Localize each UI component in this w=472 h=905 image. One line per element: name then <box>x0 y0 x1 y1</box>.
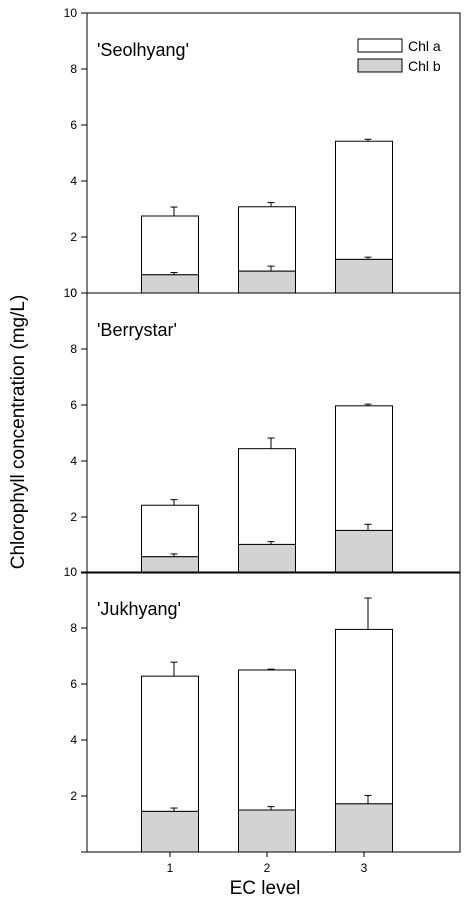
bar-chl-a <box>141 215 199 276</box>
bar-chl-a <box>238 669 296 811</box>
legend-label-chl-b: Chl b <box>408 58 441 74</box>
y-tick-label: 6 <box>70 118 77 132</box>
y-tick-label: 0 <box>70 286 77 300</box>
legend: Chl a Chl b <box>357 38 441 74</box>
bar-chl-b <box>238 270 296 294</box>
y-tick-label: 8 <box>70 342 77 356</box>
bar-chl-a <box>238 448 296 545</box>
x-tick-label: 1 <box>167 861 174 875</box>
x-tick-label: 2 <box>264 861 271 875</box>
bar-chl-b <box>141 556 199 574</box>
panel-title: 'Jukhyang' <box>97 599 181 619</box>
bar-chl-a <box>335 140 393 260</box>
y-tick-label: 6 <box>70 398 77 412</box>
legend-swatch-chl-b <box>357 58 403 73</box>
x-axis: 1 2 3 <box>167 852 368 875</box>
panel-3: 2 4 6 8 10 'Jukhyang' <box>64 565 461 853</box>
y-tick-label: 10 <box>64 286 78 300</box>
bar-chl-a <box>238 206 296 272</box>
bar-chl-b <box>141 274 199 294</box>
legend-label-chl-a: Chl a <box>408 38 441 54</box>
bar-chl-b <box>335 258 393 294</box>
panel-2: 2 4 6 8 10 'Berrystar' <box>64 286 461 574</box>
y-tick-label: 4 <box>70 454 77 468</box>
y-tick-label: 2 <box>70 789 77 803</box>
y-tick-label: 6 <box>70 677 77 691</box>
bar-chl-a <box>141 504 199 558</box>
panels-layer: 0 2 4 6 8 10 'Seolhyang' 2 4 6 8 10 'Berrystar' 2 4 6 8 1… <box>64 6 461 853</box>
y-tick-label: 2 <box>70 510 77 524</box>
bar-chl-a <box>141 675 199 812</box>
x-axis-title: EC level <box>230 878 301 899</box>
bar-chl-b <box>238 543 296 574</box>
legend-swatch-chl-a <box>357 38 403 53</box>
panel-title: 'Seolhyang' <box>97 40 189 60</box>
y-tick-label: 8 <box>70 621 77 635</box>
panel-1: 0 2 4 6 8 10 'Seolhyang' <box>64 6 461 300</box>
y-tick-label: 4 <box>70 174 77 188</box>
y-tick-label: 10 <box>64 565 78 579</box>
bar-chl-b <box>141 810 199 853</box>
bar-chl-a <box>335 628 393 805</box>
y-tick-label: 8 <box>70 62 77 76</box>
y-tick-label: 10 <box>64 6 78 20</box>
x-tick-label: 3 <box>361 861 368 875</box>
bar-chl-b <box>335 803 393 853</box>
y-tick-label: 4 <box>70 733 77 747</box>
bar-chl-b <box>335 529 393 574</box>
y-tick-label: 2 <box>70 230 77 244</box>
y-axis-title: Chlorophyll concentration (mg/L) <box>8 295 29 570</box>
bar-chl-b <box>238 809 296 853</box>
panel-title: 'Berrystar' <box>97 320 177 340</box>
bar-chl-a <box>335 405 393 531</box>
